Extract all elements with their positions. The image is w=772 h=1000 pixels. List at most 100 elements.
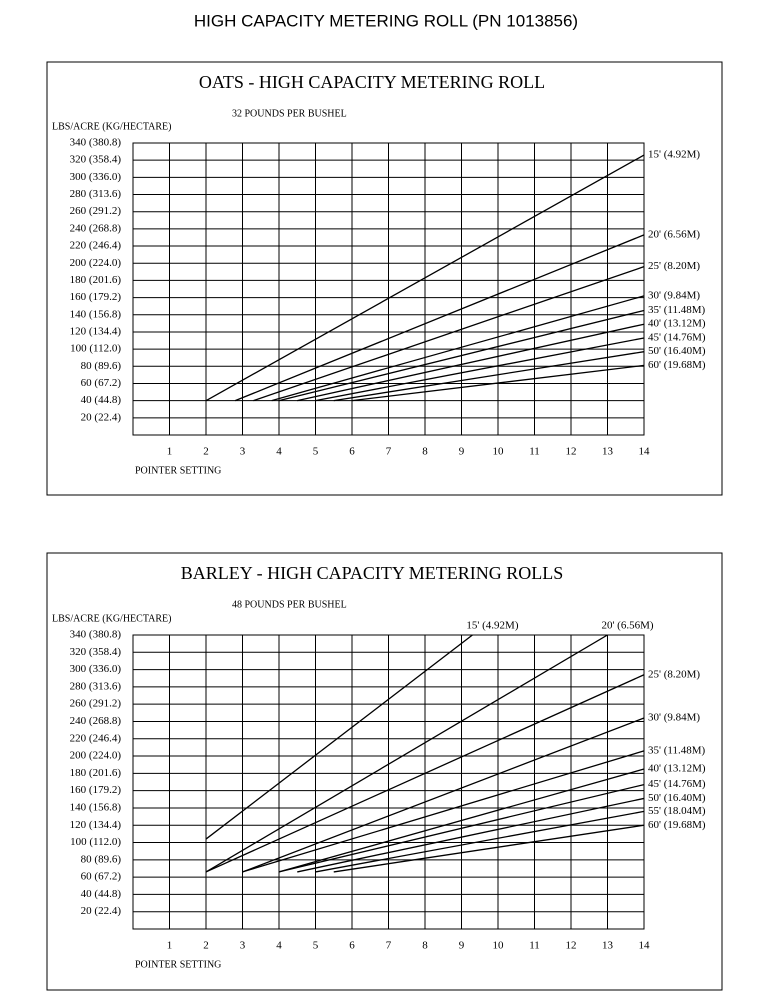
x-tick-label: 3 bbox=[240, 446, 246, 458]
series-line bbox=[205, 634, 473, 840]
y-tick-label: 240 (268.8) bbox=[70, 715, 122, 727]
series-line bbox=[205, 634, 608, 873]
series-line bbox=[205, 154, 645, 402]
y-tick-label: 160 (179.2) bbox=[70, 291, 122, 303]
y-tick-label: 140 (156.8) bbox=[70, 308, 122, 320]
x-tick-label: 4 bbox=[276, 940, 282, 952]
y-tick-label: 200 (224.0) bbox=[70, 750, 122, 762]
y-tick-label: 60 (67.2) bbox=[81, 377, 122, 389]
chart-frame bbox=[46, 552, 723, 991]
series-label: 45' (14.76M) bbox=[648, 331, 706, 343]
x-tick-label: 3 bbox=[240, 940, 246, 952]
y-tick-label: 20 (22.4) bbox=[81, 905, 122, 917]
x-tick-label: 6 bbox=[349, 940, 355, 952]
y-tick-label: 40 (44.8) bbox=[81, 394, 122, 406]
series-line bbox=[297, 323, 645, 402]
y-tick-label: 240 (268.8) bbox=[70, 222, 122, 234]
x-tick-label: 12 bbox=[566, 446, 577, 458]
y-tick-label: 100 (112.0) bbox=[70, 836, 121, 848]
series-label: 40' (13.12M) bbox=[648, 318, 706, 330]
y-tick-label: 260 (291.2) bbox=[70, 205, 122, 217]
series-label: 25' (8.20M) bbox=[648, 260, 700, 272]
x-axis-label: POINTER SETTING bbox=[135, 959, 221, 970]
series-line bbox=[205, 674, 645, 873]
x-tick-label: 1 bbox=[167, 446, 173, 458]
x-tick-label: 8 bbox=[422, 940, 428, 952]
y-tick-label: 180 (201.6) bbox=[70, 274, 122, 286]
x-axis-label: POINTER SETTING bbox=[135, 465, 221, 476]
y-tick-label: 280 (313.6) bbox=[70, 188, 122, 200]
x-tick-label: 5 bbox=[313, 446, 319, 458]
series-line bbox=[333, 351, 645, 402]
series-line bbox=[315, 810, 645, 873]
x-tick-label: 14 bbox=[639, 940, 651, 952]
chart-subtitle: 32 POUNDS PER BUSHEL bbox=[232, 108, 347, 119]
y-tick-label: 320 (358.4) bbox=[70, 646, 122, 658]
y-tick-label: 220 (246.4) bbox=[70, 240, 122, 252]
y-tick-label: 140 (156.8) bbox=[70, 801, 122, 813]
series-label: 35' (11.48M) bbox=[648, 744, 706, 756]
series-label: 45' (14.76M) bbox=[648, 778, 706, 790]
series-label: 30' (9.84M) bbox=[648, 289, 700, 301]
series-line bbox=[278, 309, 645, 402]
series-label: 20' (6.56M) bbox=[648, 228, 700, 240]
y-tick-label: 80 (89.6) bbox=[81, 360, 122, 372]
chart-title: BARLEY - HIGH CAPACITY METERING ROLLS bbox=[181, 563, 564, 583]
series-line bbox=[351, 364, 645, 402]
x-tick-label: 7 bbox=[386, 446, 392, 458]
series-line bbox=[315, 337, 645, 402]
x-tick-label: 8 bbox=[422, 446, 428, 458]
x-tick-label: 2 bbox=[203, 940, 209, 952]
series-line bbox=[242, 717, 645, 873]
x-tick-label: 1 bbox=[167, 940, 173, 952]
x-tick-label: 13 bbox=[602, 940, 614, 952]
y-tick-label: 160 (179.2) bbox=[70, 784, 122, 796]
series-label: 40' (13.12M) bbox=[648, 763, 706, 775]
y-tick-label: 280 (313.6) bbox=[70, 680, 122, 692]
y-tick-label: 100 (112.0) bbox=[70, 343, 121, 355]
y-tick-label: 40 (44.8) bbox=[81, 888, 122, 900]
x-tick-label: 7 bbox=[386, 940, 392, 952]
y-tick-label: 20 (22.4) bbox=[81, 411, 122, 423]
x-tick-label: 4 bbox=[276, 446, 282, 458]
x-tick-label: 10 bbox=[493, 940, 505, 952]
series-label: 55' (18.04M) bbox=[648, 805, 706, 817]
chart-frame bbox=[46, 61, 723, 496]
page-title: HIGH CAPACITY METERING ROLL (PN 1013856) bbox=[194, 11, 578, 30]
series-line bbox=[253, 266, 645, 402]
y-tick-label: 120 (134.4) bbox=[70, 819, 122, 831]
series-label: 15' (4.92M) bbox=[648, 149, 700, 161]
chart-title: OATS - HIGH CAPACITY METERING ROLL bbox=[199, 72, 545, 92]
x-tick-label: 9 bbox=[459, 446, 465, 458]
y-axis-label: LBS/ACRE (KG/HECTARE) bbox=[52, 613, 171, 624]
y-tick-label: 200 (224.0) bbox=[70, 257, 122, 269]
series-label: 60' (19.68M) bbox=[648, 359, 706, 371]
y-tick-label: 340 (380.8) bbox=[70, 137, 122, 149]
x-tick-label: 14 bbox=[639, 446, 651, 458]
series-line bbox=[271, 295, 645, 402]
y-tick-label: 80 (89.6) bbox=[81, 853, 122, 865]
x-tick-label: 9 bbox=[459, 940, 465, 952]
y-axis-label: LBS/ACRE (KG/HECTARE) bbox=[52, 121, 171, 132]
y-tick-label: 300 (336.0) bbox=[70, 663, 122, 675]
x-tick-label: 6 bbox=[349, 446, 355, 458]
series-label: 60' (19.68M) bbox=[648, 819, 706, 831]
series-label: 50' (16.40M) bbox=[648, 345, 706, 357]
x-tick-label: 11 bbox=[529, 940, 540, 952]
x-tick-label: 13 bbox=[602, 446, 614, 458]
series-line bbox=[278, 768, 645, 873]
series-label: 15' (4.92M) bbox=[466, 620, 518, 632]
series-line bbox=[234, 234, 645, 402]
series-label: 50' (16.40M) bbox=[648, 792, 706, 804]
x-tick-label: 12 bbox=[566, 940, 577, 952]
y-tick-label: 300 (336.0) bbox=[70, 171, 122, 183]
x-tick-label: 2 bbox=[203, 446, 209, 458]
series-line bbox=[242, 750, 645, 873]
x-tick-label: 10 bbox=[493, 446, 505, 458]
series-line bbox=[278, 783, 645, 873]
y-tick-label: 340 (380.8) bbox=[70, 629, 122, 641]
y-tick-label: 220 (246.4) bbox=[70, 732, 122, 744]
series-label: 35' (11.48M) bbox=[648, 304, 706, 316]
series-line bbox=[333, 824, 645, 873]
